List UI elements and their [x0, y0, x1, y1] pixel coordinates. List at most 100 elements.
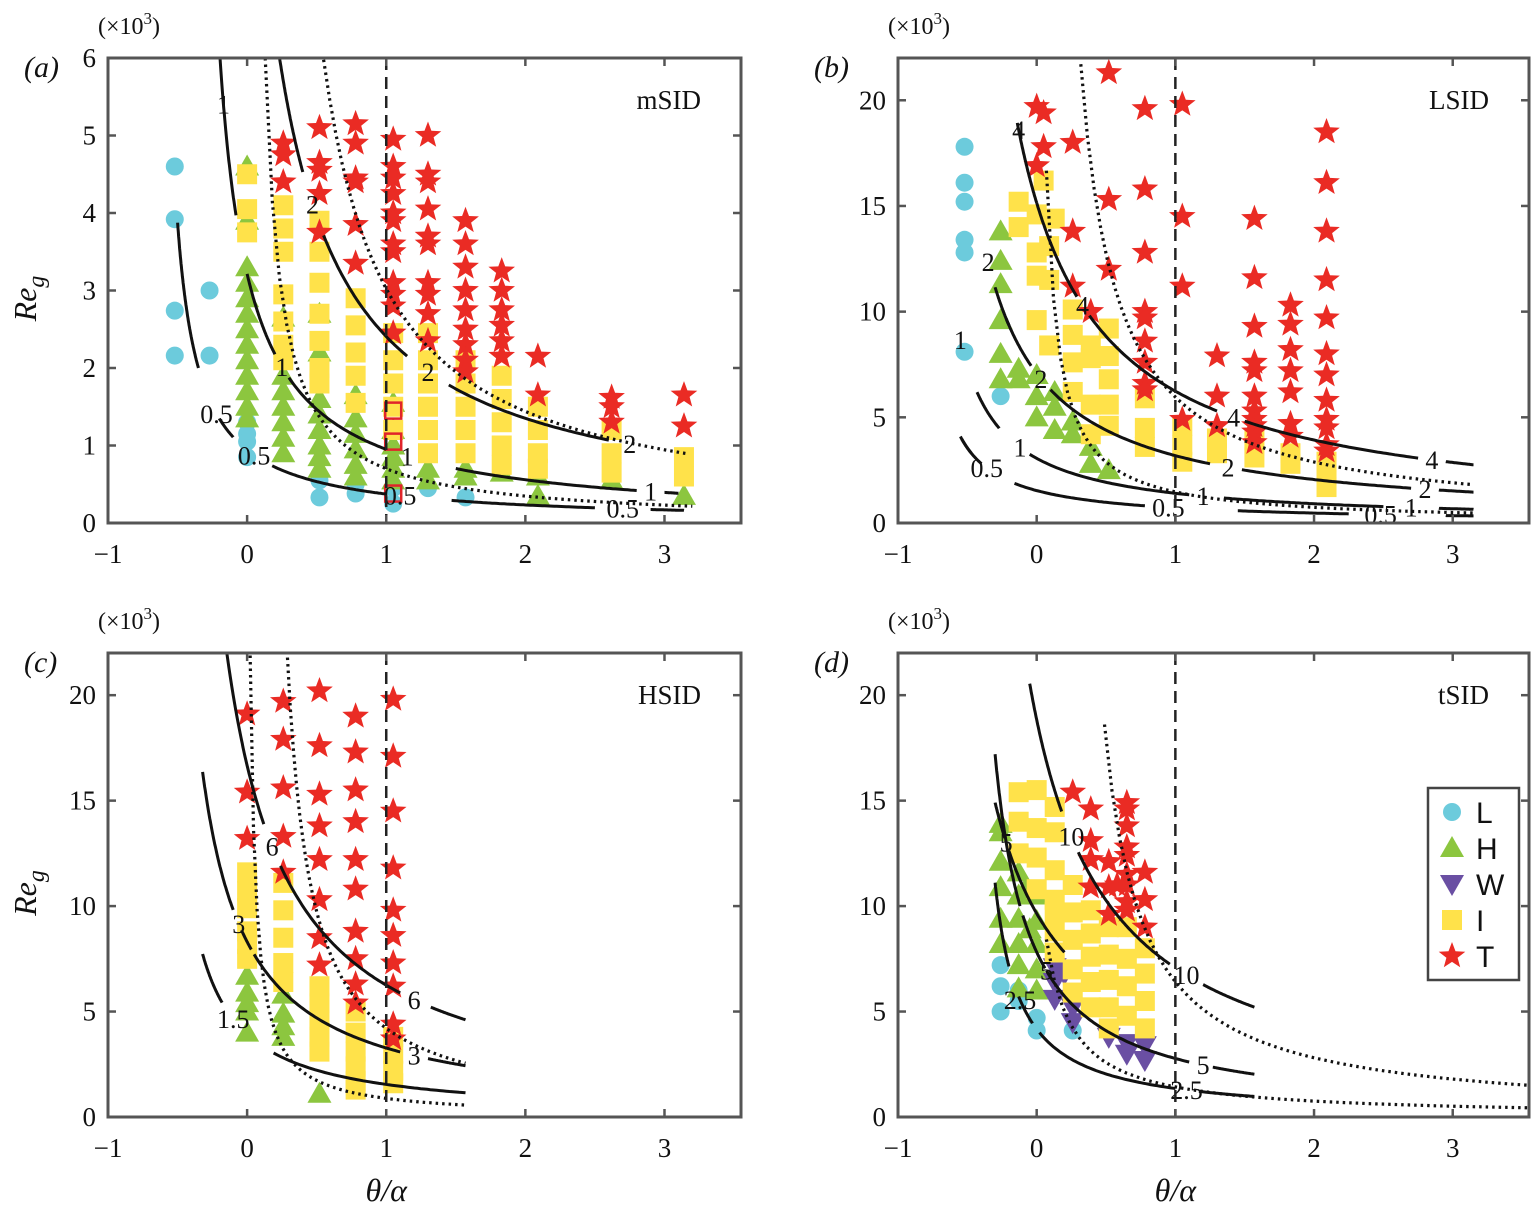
marker-T	[342, 738, 369, 764]
contour-label: 0.5	[200, 400, 233, 429]
marker-I	[309, 976, 330, 997]
x-axis-label: θ/α	[1155, 1172, 1198, 1208]
marker-T	[379, 179, 407, 205]
x-tick-label: 0	[240, 1133, 254, 1163]
marker-T	[379, 319, 407, 345]
series-L	[955, 137, 1010, 406]
marker-T	[379, 949, 407, 975]
marker-I	[309, 272, 330, 293]
contour-label: 4	[1227, 403, 1240, 432]
marker-T	[1313, 118, 1340, 144]
marker-T	[1277, 378, 1304, 404]
marker-I	[345, 1022, 366, 1043]
dotted-boundary-curve	[263, 58, 693, 508]
contour-line	[448, 383, 610, 442]
marker-T	[342, 776, 369, 802]
contour-label: 2	[306, 191, 319, 220]
marker-T	[233, 824, 261, 850]
marker-T	[1313, 217, 1340, 243]
marker-T	[306, 113, 333, 140]
marker-T	[342, 249, 369, 275]
contour-label: 0.5	[606, 495, 639, 524]
marker-T	[1203, 342, 1231, 368]
marker-T	[670, 381, 698, 407]
contour-label: 0.5	[384, 482, 417, 511]
dotted-boundary-curve	[1079, 64, 1474, 487]
y-multiplier: (×103)	[98, 604, 160, 635]
marker-I	[1080, 972, 1101, 993]
marker-H	[1024, 405, 1049, 427]
contour-label: 2	[421, 358, 434, 387]
contour-line	[427, 1057, 466, 1068]
contour-line	[1038, 1031, 1176, 1090]
marker-H	[307, 445, 332, 467]
marker-H	[1024, 978, 1049, 1000]
marker-T	[1131, 327, 1159, 353]
marker-I	[345, 1079, 366, 1100]
marker-H	[1096, 458, 1121, 480]
contour-line	[650, 508, 685, 512]
contour-label: 0.5	[238, 441, 271, 470]
contour-line	[455, 467, 637, 492]
marker-T	[342, 989, 369, 1015]
y-multiplier: (×103)	[888, 604, 950, 635]
marker-T	[1277, 335, 1304, 361]
marker-T	[1077, 845, 1105, 871]
marker-T	[1131, 304, 1159, 330]
marker-I	[1008, 811, 1029, 832]
contour-line	[271, 464, 387, 496]
marker-H	[271, 394, 296, 416]
marker-I	[1039, 335, 1060, 356]
marker-I	[1026, 310, 1047, 331]
marker-I	[309, 358, 330, 378]
y-tick-label: 0	[873, 508, 887, 538]
marker-I	[1098, 944, 1119, 965]
marker-I	[309, 993, 330, 1014]
marker-I	[417, 373, 438, 394]
marker-H	[271, 379, 296, 401]
contour-label: 2	[982, 248, 995, 277]
contour-label: 0.5	[971, 454, 1004, 483]
marker-H	[1024, 384, 1049, 406]
contour-line	[1028, 683, 1064, 812]
y-axis-label: Reg	[7, 870, 50, 917]
y-multiplier-base: (×10	[888, 609, 934, 635]
y-axis-label-subscript: g	[24, 870, 50, 882]
x-tick-label: −1	[94, 1133, 123, 1163]
marker-T	[1059, 272, 1087, 298]
contour-line	[993, 882, 1011, 967]
contour-line	[1049, 388, 1211, 466]
marker-T	[342, 807, 369, 834]
marker-L	[955, 342, 974, 361]
marker-H	[1006, 356, 1031, 378]
marker-I	[1206, 443, 1227, 464]
marker-I	[1098, 415, 1119, 436]
marker-H	[1042, 379, 1067, 401]
x-tick-label: 1	[1169, 539, 1183, 569]
marker-I	[1134, 1018, 1155, 1039]
marker-H	[307, 418, 332, 439]
marker-H	[235, 406, 260, 428]
marker-H	[1006, 932, 1031, 954]
contour-label: 1	[954, 326, 967, 355]
x-tick-label: 0	[1030, 539, 1044, 569]
contour-line	[1007, 850, 1066, 954]
marker-T	[306, 156, 333, 182]
marker-T	[1313, 304, 1340, 330]
marker-W	[1132, 1051, 1157, 1073]
marker-H	[343, 437, 368, 459]
marker-I	[1062, 324, 1083, 345]
marker-L	[955, 230, 974, 249]
marker-L	[165, 346, 184, 365]
marker-I	[1044, 902, 1065, 923]
marker-I	[345, 392, 366, 413]
marker-T	[1241, 263, 1268, 290]
legend-label: H	[1476, 833, 1498, 866]
marker-H	[235, 301, 260, 323]
marker-L	[955, 243, 974, 262]
marker-T	[1023, 92, 1050, 118]
marker-I	[1062, 352, 1083, 373]
marker-I	[527, 443, 548, 464]
marker-T	[414, 230, 442, 256]
